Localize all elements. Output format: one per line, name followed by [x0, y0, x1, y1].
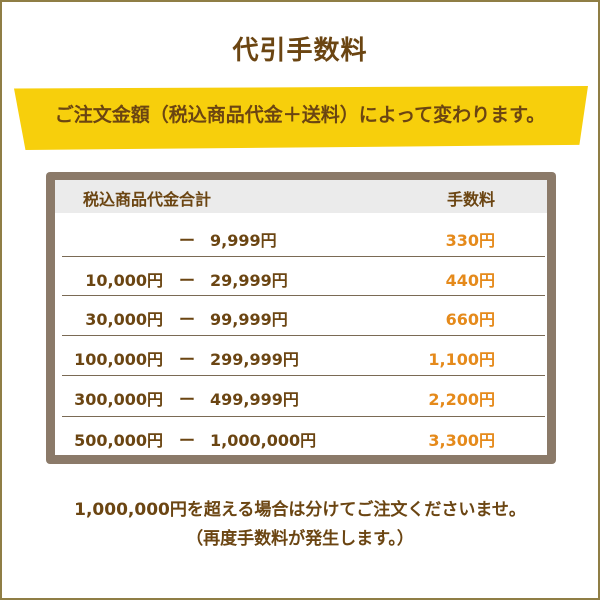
cell-to: 9,999円 [210, 231, 277, 250]
table-header: 税込商品代金合計 手数料 [55, 180, 547, 213]
table-row: 500,000円ー 1,000,000円 3,300円 [62, 416, 545, 457]
cell-from: 100,000円 [74, 350, 163, 369]
cell-dash: ー [179, 231, 196, 250]
table-row: 100,000円ー 299,999円 1,100円 [62, 335, 545, 376]
table-row: 10,000円ー 29,999円 440円 [62, 256, 545, 297]
cell-dash: ー [179, 350, 196, 369]
cell-fee: 660円 [445, 310, 495, 329]
cell-fee: 2,200円 [428, 390, 495, 409]
cell-fee: 440円 [445, 271, 495, 290]
cell-from: 500,000円 [74, 431, 163, 450]
cell-from: 30,000円 [85, 310, 163, 329]
cell-to: 99,999円 [210, 310, 288, 329]
cell-dash: ー [179, 431, 196, 450]
table-row: ー 9,999円 330円 [62, 217, 545, 257]
cell-dash: ー [179, 310, 196, 329]
subtitle: ご注文金額（税込商品代金＋送料）によって変わります。 [54, 104, 546, 126]
subtitle-band [14, 86, 588, 150]
cell-to: 29,999円 [210, 271, 288, 290]
table-row: 30,000円ー 99,999円 660円 [62, 295, 545, 336]
cell-to: 1,000,000円 [210, 431, 317, 450]
cell-dash: ー [179, 390, 196, 409]
cell-to: 499,999円 [210, 390, 299, 409]
cell-fee: 3,300円 [428, 431, 495, 450]
cell-from: 10,000円 [85, 271, 163, 290]
cell-fee: 330円 [445, 231, 495, 250]
header-amount: 税込商品代金合計 [83, 190, 212, 209]
cell-dash: ー [179, 271, 196, 290]
cell-fee: 1,100円 [428, 350, 495, 369]
note-limit: 1,000,000円を超える場合は分けてご注文くださいませ。 [74, 500, 526, 520]
table-row: 300,000円ー 499,999円 2,200円 [62, 375, 545, 416]
header-fee: 手数料 [446, 190, 495, 209]
fee-table: 税込商品代金合計 手数料 ー 9,999円 330円 10,000円ー 29,999円 4… [55, 180, 547, 455]
cell-to: 299,999円 [210, 350, 299, 369]
cell-from: 300,000円 [74, 390, 163, 409]
note-fee-again: （再度手数料が発生します。） [186, 529, 414, 549]
page-title: 代引手数料 [232, 36, 368, 66]
